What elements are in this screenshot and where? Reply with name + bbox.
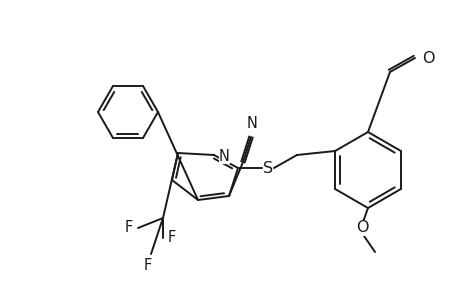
Text: F: F — [144, 258, 152, 273]
Text: F: F — [168, 230, 176, 245]
Text: O: O — [421, 50, 434, 65]
Text: S: S — [263, 160, 273, 175]
Text: F: F — [124, 220, 133, 236]
Text: N: N — [218, 148, 230, 164]
Text: N: N — [246, 116, 257, 131]
Text: O: O — [355, 220, 368, 236]
